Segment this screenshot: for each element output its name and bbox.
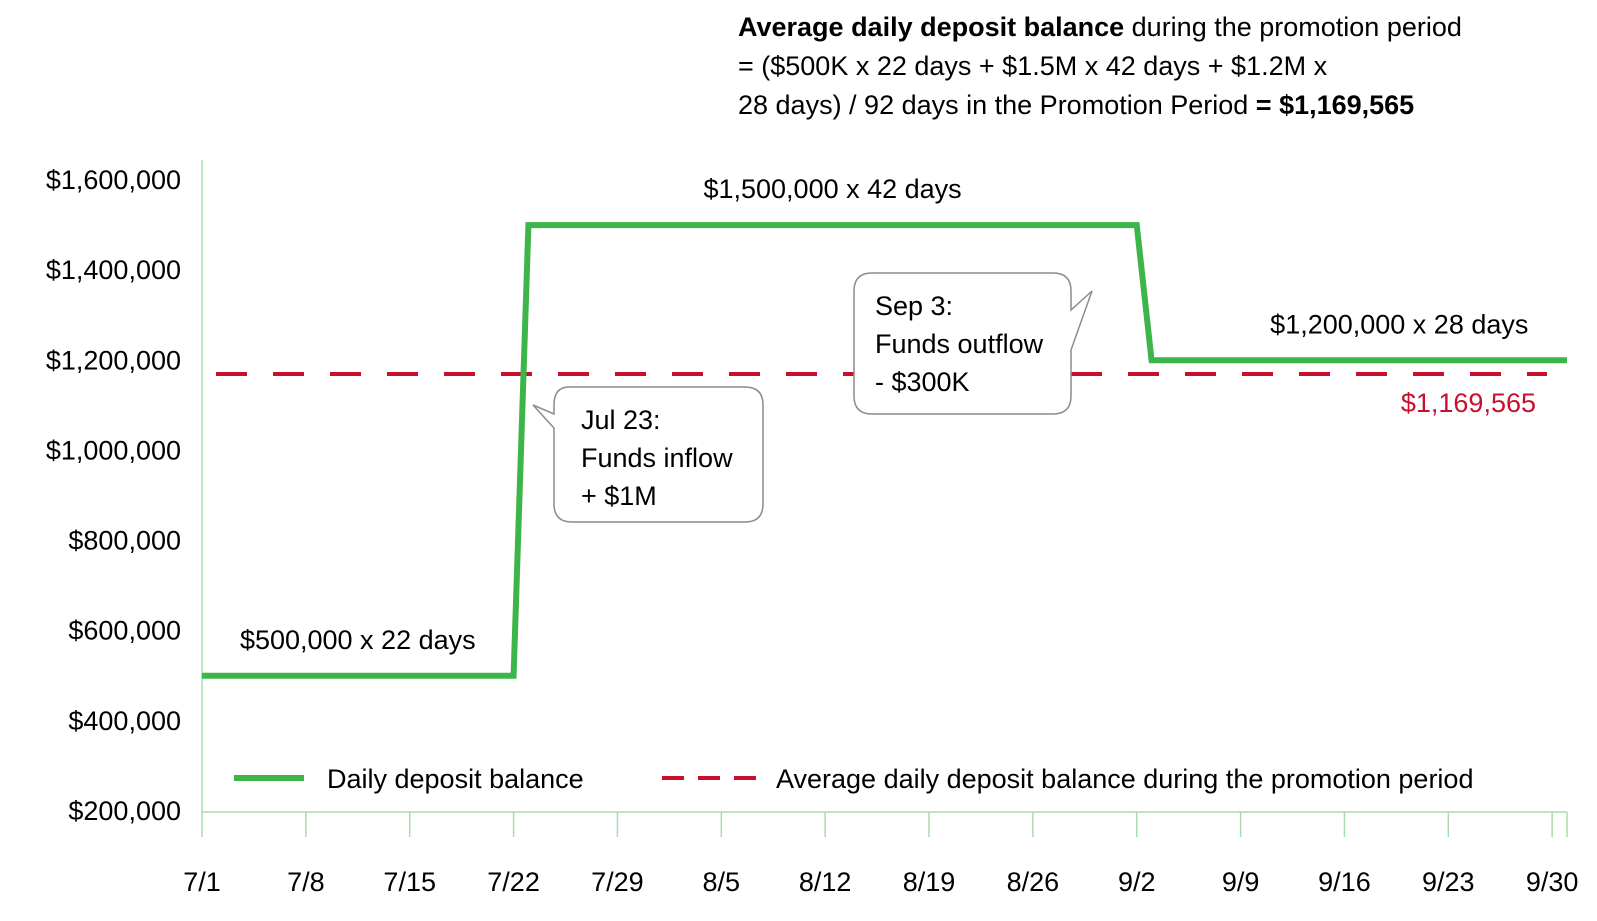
y-tick-label: $1,000,000 <box>46 435 181 465</box>
segment-label: $1,500,000 x 42 days <box>703 174 961 204</box>
callout-outflow-bubble <box>853 272 1093 415</box>
y-tick-label: $1,600,000 <box>46 165 181 195</box>
x-axis-ticks: 7/1 7/8 7/15 7/22 7/29 8/5 8/12 8/19 8/26 9/2 9/9 9… <box>183 812 1578 897</box>
callout-inflow-bubble <box>532 386 764 523</box>
formula-line-2: = ($500K x 22 days + $1.5M x 42 days + $… <box>738 51 1328 81</box>
x-tick-label: 8/26 <box>1007 867 1060 897</box>
legend: Daily deposit balance Average daily depo… <box>234 764 1473 794</box>
formula-title-rest: during the promotion period <box>1124 12 1462 42</box>
legend-label-daily: Daily deposit balance <box>327 764 584 794</box>
x-tick-label: 9/16 <box>1318 867 1371 897</box>
series-layer <box>202 222 1567 679</box>
legend-label-average: Average daily deposit balance during the… <box>776 764 1473 794</box>
callout-line: - $300K <box>875 367 970 397</box>
callout-outflow: Sep 3: Funds outflow - $300K <box>853 272 1093 415</box>
y-tick-label: $800,000 <box>68 526 181 556</box>
callout-line: + $1M <box>581 481 657 511</box>
formula-line-3: 28 days) / 92 days in the Promotion Peri… <box>738 86 1462 125</box>
y-tick-label: $200,000 <box>68 796 181 826</box>
callout-line: Funds inflow <box>581 443 733 473</box>
x-tick-label: 7/1 <box>183 867 221 897</box>
y-axis-ticks: $200,000 $400,000 $600,000 $800,000 $1,000,0… <box>46 165 181 826</box>
y-tick-label: $400,000 <box>68 706 181 736</box>
y-tick-label: $600,000 <box>68 616 181 646</box>
formula-result-bold: = $1,169,565 <box>1255 90 1415 120</box>
formula-line-1: Average daily deposit balance during the… <box>738 8 1462 47</box>
x-tick-label: 7/29 <box>591 867 644 897</box>
x-tick-label: 8/5 <box>703 867 741 897</box>
formula-line-3-text: 28 days) / 92 days in the Promotion Peri… <box>738 90 1256 120</box>
callout-line: Sep 3: <box>875 291 953 321</box>
y-tick-label: $1,200,000 <box>46 345 181 375</box>
x-tick-label: 7/8 <box>287 867 325 897</box>
callout-outflow-text: Sep 3: Funds outflow - $300K <box>875 291 1044 397</box>
segment-label: $500,000 x 22 days <box>240 625 476 655</box>
callout-line: Jul 23: <box>581 405 661 435</box>
callout-inflow: Jul 23: Funds inflow + $1M <box>532 386 764 523</box>
callout-line: Funds outflow <box>875 329 1044 359</box>
x-tick-label: 8/12 <box>799 867 852 897</box>
x-tick-label: 8/19 <box>903 867 956 897</box>
x-tick-label: 7/15 <box>383 867 436 897</box>
segment-label: $1,200,000 x 28 days <box>1270 309 1528 339</box>
formula-title-bold: Average daily deposit balance <box>738 12 1125 42</box>
label-layer: $500,000 x 22 days $1,500,000 x 42 days $1… <box>240 174 1536 655</box>
x-tick-label: 9/30 <box>1526 867 1579 897</box>
average-value-label: $1,169,565 <box>1401 388 1536 418</box>
formula-annotation: Average daily deposit balance during the… <box>738 8 1462 125</box>
x-tick-label: 9/23 <box>1422 867 1475 897</box>
x-tick-label: 9/9 <box>1222 867 1260 897</box>
x-tick-label: 7/22 <box>487 867 540 897</box>
y-tick-label: $1,400,000 <box>46 255 181 285</box>
x-tick-label: 9/2 <box>1118 867 1156 897</box>
daily-balance-line <box>202 222 1567 679</box>
callout-inflow-text: Jul 23: Funds inflow + $1M <box>581 405 733 511</box>
